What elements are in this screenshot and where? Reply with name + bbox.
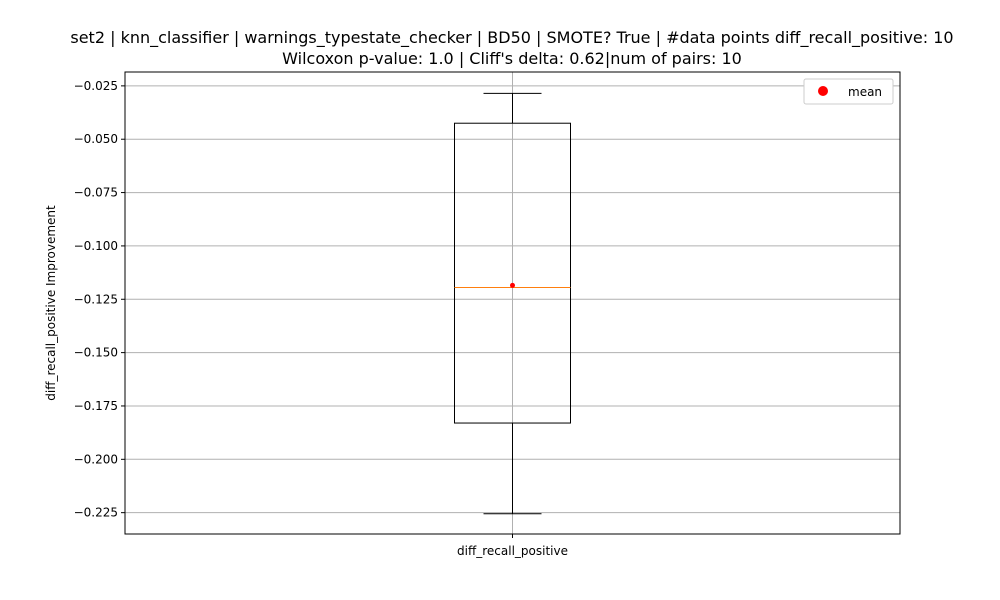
legend: mean [803,78,894,105]
x-axis-ticks: diff_recall_positive [457,534,568,558]
legend-mean-label: mean [848,85,882,99]
legend-frame [803,78,894,105]
x-tick-label: diff_recall_positive [457,544,568,558]
y-tick-label: −0.100 [74,239,118,253]
y-tick-label: −0.050 [74,132,118,146]
y-tick-label: −0.075 [74,186,118,200]
interquartile-box [454,122,571,424]
y-tick-label: −0.200 [74,452,118,466]
y-tick-label: −0.025 [74,79,118,93]
y-axis-label: diff_recall_positive Improvement [44,205,58,401]
y-tick-label: −0.125 [74,292,118,306]
legend-mean-marker [818,86,828,96]
y-axis-ticks: −0.025 −0.050 −0.075 −0.100 −0.125 −0.150 −0.1… [74,79,125,520]
plot-area-frame [124,71,901,535]
box-plot [454,92,571,515]
y-tick-label: −0.175 [74,399,118,413]
chart-title-line2: Wilcoxon p-value: 1.0 | Cliff's delta: 0… [282,49,742,68]
y-tick-label: −0.150 [74,346,118,360]
y-tick-label: −0.225 [74,506,118,520]
chart-title-line1: set2 | knn_classifier | warnings_typesta… [70,28,953,48]
mean-marker [510,282,515,288]
